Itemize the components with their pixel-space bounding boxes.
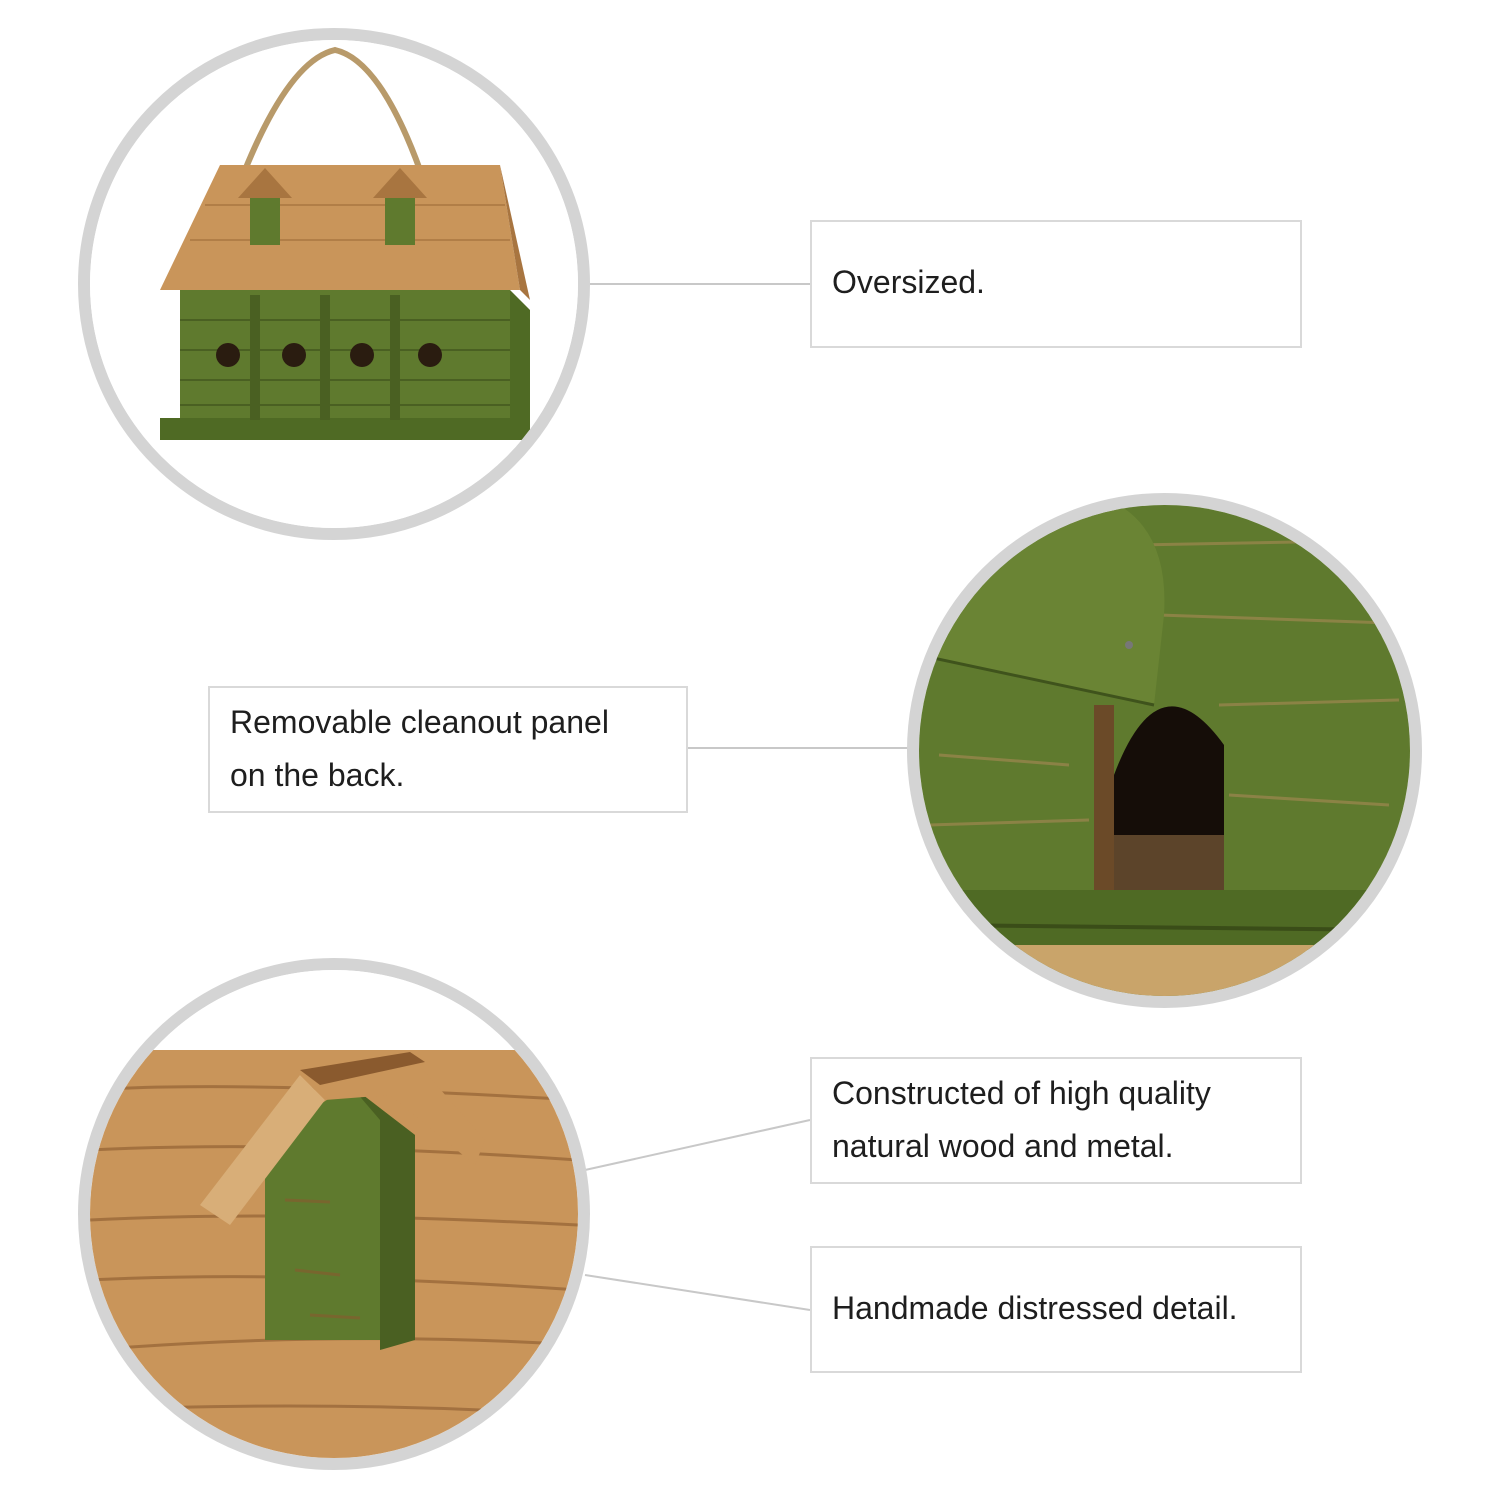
photo-cleanout-panel [907,493,1422,1008]
callout-detail: Handmade distressed detail. [810,1246,1302,1373]
callout-materials-line2: natural wood and metal. [832,1128,1174,1164]
birdhouse-illustration [90,40,578,528]
cleanout-illustration [919,505,1410,996]
photo-dormer-detail [78,958,590,1470]
callout-materials-line1: Constructed of high quality [832,1075,1211,1111]
photo-birdhouse-full [78,28,590,540]
callout-materials: Constructed of high quality natural wood… [810,1057,1302,1184]
callout-cleanout: Removable cleanout panel on the back. [208,686,688,813]
callout-cleanout-line1: Removable cleanout panel [230,704,609,740]
dormer-illustration [90,970,578,1458]
callout-cleanout-line2: on the back. [230,757,405,793]
callout-detail-text: Handmade distressed detail. [832,1290,1238,1326]
callout-oversized: Oversized. [810,220,1302,348]
connector-detail [584,1274,811,1311]
callout-oversized-text: Oversized. [832,264,985,300]
connector-materials [584,1119,811,1171]
